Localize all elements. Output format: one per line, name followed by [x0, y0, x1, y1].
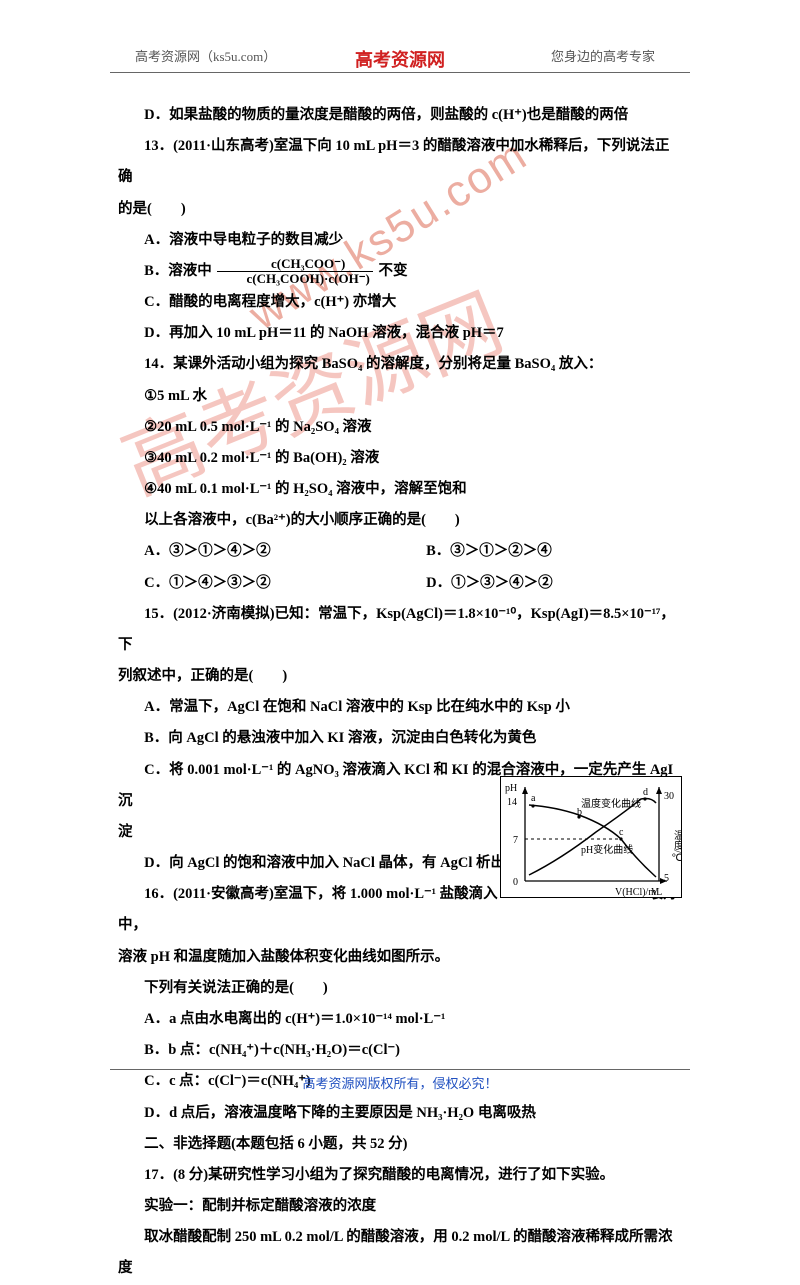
line: ①5 mL 水: [118, 381, 682, 412]
ytick-left: 0: [513, 877, 518, 888]
line: 以上各溶液中，c(Ba²⁺)的大小顺序正确的是( ): [118, 505, 682, 536]
option-row: A．③＞①＞④＞② B．③＞①＞②＞④: [118, 536, 682, 567]
line: D．d 点后，溶液温度略下降的主要原因是 NH₃·H₂O 电离吸热: [118, 1098, 682, 1129]
line: B．向 AgCl 的悬浊液中加入 KI 溶液，沉淀由白色转化为黄色: [118, 723, 682, 754]
line: B．溶液中 c(CH₃COO⁻) c(CH₃COOH)·c(OH⁻) 不变: [118, 256, 682, 287]
chart-svg: 14 7 0 30 5 pH 温度/℃ V(HCl)/mL V a b c d …: [501, 777, 681, 897]
ytick-left: 14: [507, 797, 517, 808]
line: 13．(2011·山东高考)室温下向 10 mL pH＝3 的醋酸溶液中加水稀释…: [118, 131, 682, 193]
ytick-right: 5: [664, 873, 669, 884]
fraction: c(CH₃COO⁻) c(CH₃COOH)·c(OH⁻): [217, 257, 373, 287]
option: D．①＞③＞④＞②: [400, 568, 682, 599]
ytick-right: 30: [664, 791, 674, 802]
option: A．③＞①＞④＞②: [118, 536, 400, 567]
line: ③40 mL 0.2 mol·L⁻¹ 的 Ba(OH)₂ 溶液: [118, 443, 682, 474]
option-row: C．①＞④＞③＞② D．①＞③＞④＞②: [118, 568, 682, 599]
point-label: a: [531, 793, 536, 804]
point-label: c: [619, 827, 624, 838]
line: 17．(8 分)某研究性学习小组为了探究醋酸的电离情况，进行了如下实验。: [118, 1160, 682, 1191]
text: 不变: [379, 263, 408, 279]
denominator: c(CH₃COOH)·c(OH⁻): [217, 272, 373, 286]
page-header: 高考资源网（ks5u.com） 高考资源网 您身边的高考专家: [0, 46, 800, 72]
line: D．如果盐酸的物质的量浓度是醋酸的两倍，则盐酸的 c(H⁺)也是醋酸的两倍: [118, 100, 682, 131]
header-rule: [110, 72, 690, 73]
text: B．溶液中: [144, 263, 212, 279]
line: A．a 点由水电离出的 c(H⁺)＝1.0×10⁻¹⁴ mol·L⁻¹: [118, 1004, 682, 1035]
line: 15．(2012·济南模拟)已知：常温下，Ksp(AgCl)＝1.8×10⁻¹⁰…: [118, 599, 682, 661]
xtick: V: [651, 887, 659, 897]
line: 下列有关说法正确的是( ): [118, 973, 682, 1004]
header-center: 高考资源网: [355, 50, 445, 70]
line: ④40 mL 0.1 mol·L⁻¹ 的 H₂SO₄ 溶液中，溶解至饱和: [118, 474, 682, 505]
line: 二、非选择题(本题包括 6 小题，共 52 分): [118, 1129, 682, 1160]
line: 溶液 pH 和温度随加入盐酸体积变化曲线如图所示。: [118, 942, 682, 973]
line: 列叙述中，正确的是( ): [118, 661, 682, 692]
legend-ph: pH变化曲线: [581, 843, 633, 856]
line: D．再加入 10 mL pH＝11 的 NaOH 溶液，混合液 pH＝7: [118, 318, 682, 349]
line: ②20 mL 0.5 mol·L⁻¹ 的 Na₂SO₄ 溶液: [118, 412, 682, 443]
line: 14．某课外活动小组为探究 BaSO₄ 的溶解度，分别将足量 BaSO₄ 放入：: [118, 349, 682, 380]
line: 的是( ): [118, 194, 682, 225]
header-right: 您身边的高考专家: [551, 46, 655, 65]
ytick-left: 7: [513, 835, 518, 846]
ph-temperature-chart: 14 7 0 30 5 pH 温度/℃ V(HCl)/mL V a b c d …: [500, 776, 682, 898]
point-label: d: [643, 787, 648, 798]
ylabel-right: 温度/℃: [671, 830, 681, 864]
line: A．常温下，AgCl 在饱和 NaCl 溶液中的 Ksp 比在纯水中的 Ksp …: [118, 692, 682, 723]
document-body: D．如果盐酸的物质的量浓度是醋酸的两倍，则盐酸的 c(H⁺)也是醋酸的两倍 13…: [118, 100, 682, 1285]
numerator: c(CH₃COO⁻): [217, 257, 373, 272]
footer-rule: [110, 1069, 690, 1070]
line: C．醋酸的电离程度增大，c(H⁺) 亦增大: [118, 287, 682, 318]
legend-temp: 温度变化曲线: [581, 797, 641, 810]
header-left: 高考资源网（ks5u.com）: [135, 46, 276, 65]
line: B．b 点：c(NH₄⁺)＋c(NH₃·H₂O)＝c(Cl⁻): [118, 1035, 682, 1066]
page-footer: 高考资源网版权所有，侵权必究！: [0, 1073, 800, 1092]
option: C．①＞④＞③＞②: [118, 568, 400, 599]
line: A．溶液中导电粒子的数目减少: [118, 225, 682, 256]
option: B．③＞①＞②＞④: [400, 536, 682, 567]
line: 实验一：配制并标定醋酸溶液的浓度: [118, 1191, 682, 1222]
line: 取冰醋酸配制 250 mL 0.2 mol/L 的醋酸溶液，用 0.2 mol/…: [118, 1222, 682, 1284]
ylabel-left: pH: [505, 783, 517, 794]
